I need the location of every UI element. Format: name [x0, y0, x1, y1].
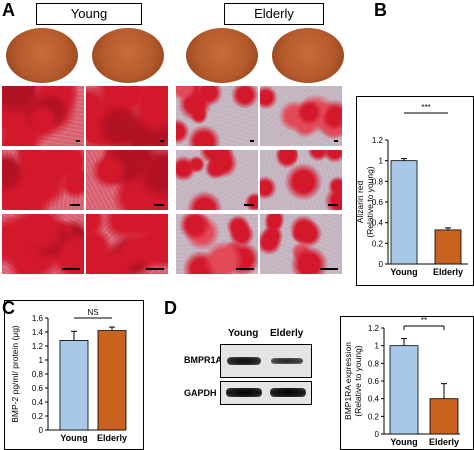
chart-bmp2: 0 0.2 0.4 0.6 0.8 1 1.2 1.4 1.6 Young Elderly NS BMP… — [4, 300, 144, 450]
significance-label: NS — [87, 308, 98, 317]
scale-bar — [146, 268, 164, 270]
micrograph-tile — [260, 150, 342, 210]
x-tick-label: Elderly — [433, 267, 463, 277]
y-axis-label: Alizarin red(Relative to young) — [356, 166, 375, 238]
dish-elderly-2 — [272, 28, 344, 83]
y-tick-label: 0 — [39, 426, 44, 435]
blot-column-young: Young — [228, 328, 259, 339]
y-tick-label: 0.6 — [32, 384, 44, 393]
bar-young — [59, 340, 89, 431]
micrograph-tile — [176, 214, 258, 274]
bar-elderly — [429, 398, 459, 435]
x-tick-label: Elderly — [97, 433, 127, 443]
y-tick-label: 1.2 — [368, 324, 380, 333]
dish-elderly-1 — [186, 28, 258, 83]
x-tick-label: Elderly — [429, 437, 459, 447]
y-tick-label: 1.6 — [32, 314, 44, 323]
panel-a-label: A — [2, 0, 15, 20]
band-young-gapdh — [226, 388, 262, 397]
scale-bar — [76, 140, 80, 142]
x-tick-label: Young — [60, 433, 87, 443]
dish-young-2 — [92, 28, 164, 83]
bar-elderly — [97, 330, 127, 431]
scale-bar — [160, 140, 164, 142]
blot-column-elderly: Elderly — [270, 328, 304, 339]
y-axis-label: BMP1RA expression(Relative to young) — [343, 342, 363, 420]
micrograph-tile — [86, 86, 168, 146]
bar-young — [389, 345, 419, 435]
micrograph-tile — [2, 214, 84, 274]
y-tick-label: 1 — [375, 342, 380, 351]
micrograph-tile — [260, 86, 342, 146]
band-young-bmpr1a — [227, 357, 261, 365]
scale-bar — [334, 140, 338, 142]
chart-alizarin-red: 0 0.2 0.4 0.6 0.8 1 1.2 Young Elderly *** Alizarin… — [356, 96, 474, 286]
y-tick-label: 0.4 — [368, 395, 380, 404]
y-axis-label: BMP-2 pg/ml/ protein (μg) — [10, 325, 20, 423]
micrograph-tile — [86, 150, 168, 210]
band-elderly-bmpr1a — [271, 358, 303, 364]
blot-membrane-bmpr1a — [220, 344, 312, 378]
y-tick-label: 0 — [375, 430, 380, 439]
x-tick-label: Young — [390, 437, 417, 447]
scale-bar — [236, 268, 254, 270]
blot-row-bmpr1a: BMPR1A — [184, 355, 223, 365]
scale-bar — [70, 204, 80, 206]
x-tick-label: Young — [390, 267, 417, 277]
y-tick-label: 1.2 — [32, 342, 44, 351]
panel-c-label: C — [2, 298, 15, 318]
y-tick-label: 0.6 — [368, 377, 380, 386]
micrograph-tile — [176, 86, 258, 146]
y-tick-label: 0.2 — [32, 412, 44, 421]
y-tick-label: 0 — [379, 260, 384, 269]
scale-bar — [62, 268, 80, 270]
bar-elderly — [434, 229, 462, 265]
micrograph-tile — [86, 214, 168, 274]
blot-membrane-gapdh — [220, 381, 312, 405]
young-group-label: Young — [36, 3, 142, 25]
micrograph-tile — [260, 214, 342, 274]
significance-label: ** — [421, 316, 427, 325]
elderly-group-label: Elderly — [224, 3, 324, 25]
micrograph-tile — [2, 86, 84, 146]
micrograph-tile — [2, 150, 84, 210]
chart-bmpr1a-expression: 0 0.2 0.4 0.6 0.8 1 1.2 Young Elderly ** BMP1RA ex… — [340, 316, 474, 450]
dish-young-1 — [6, 28, 78, 83]
scale-bar — [154, 204, 164, 206]
scale-bar — [328, 204, 338, 206]
micrograph-tile — [176, 150, 258, 210]
y-tick-label: 1.2 — [372, 136, 384, 145]
scale-bar — [250, 140, 254, 142]
significance-label: *** — [421, 103, 430, 112]
blot-row-gapdh: GAPDH — [184, 388, 217, 398]
y-tick-label: 0.8 — [32, 370, 44, 379]
y-tick-label: 1.4 — [32, 328, 44, 337]
y-tick-label: 0.2 — [368, 412, 380, 421]
y-tick-label: 0.4 — [372, 219, 384, 228]
scale-bar — [320, 268, 338, 270]
y-tick-label: 1 — [379, 157, 384, 166]
bar-young — [390, 160, 418, 265]
y-tick-label: 1 — [39, 356, 44, 365]
y-tick-label: 0.4 — [32, 398, 44, 407]
panel-d-label: D — [164, 298, 177, 318]
y-tick-label: 0.2 — [372, 239, 384, 248]
y-tick-label: 0.6 — [372, 198, 384, 207]
y-tick-label: 0.8 — [368, 359, 380, 368]
panel-b-label: B — [374, 0, 387, 20]
band-elderly-gapdh — [270, 388, 306, 397]
y-tick-label: 0.8 — [372, 177, 384, 186]
scale-bar — [244, 204, 254, 206]
